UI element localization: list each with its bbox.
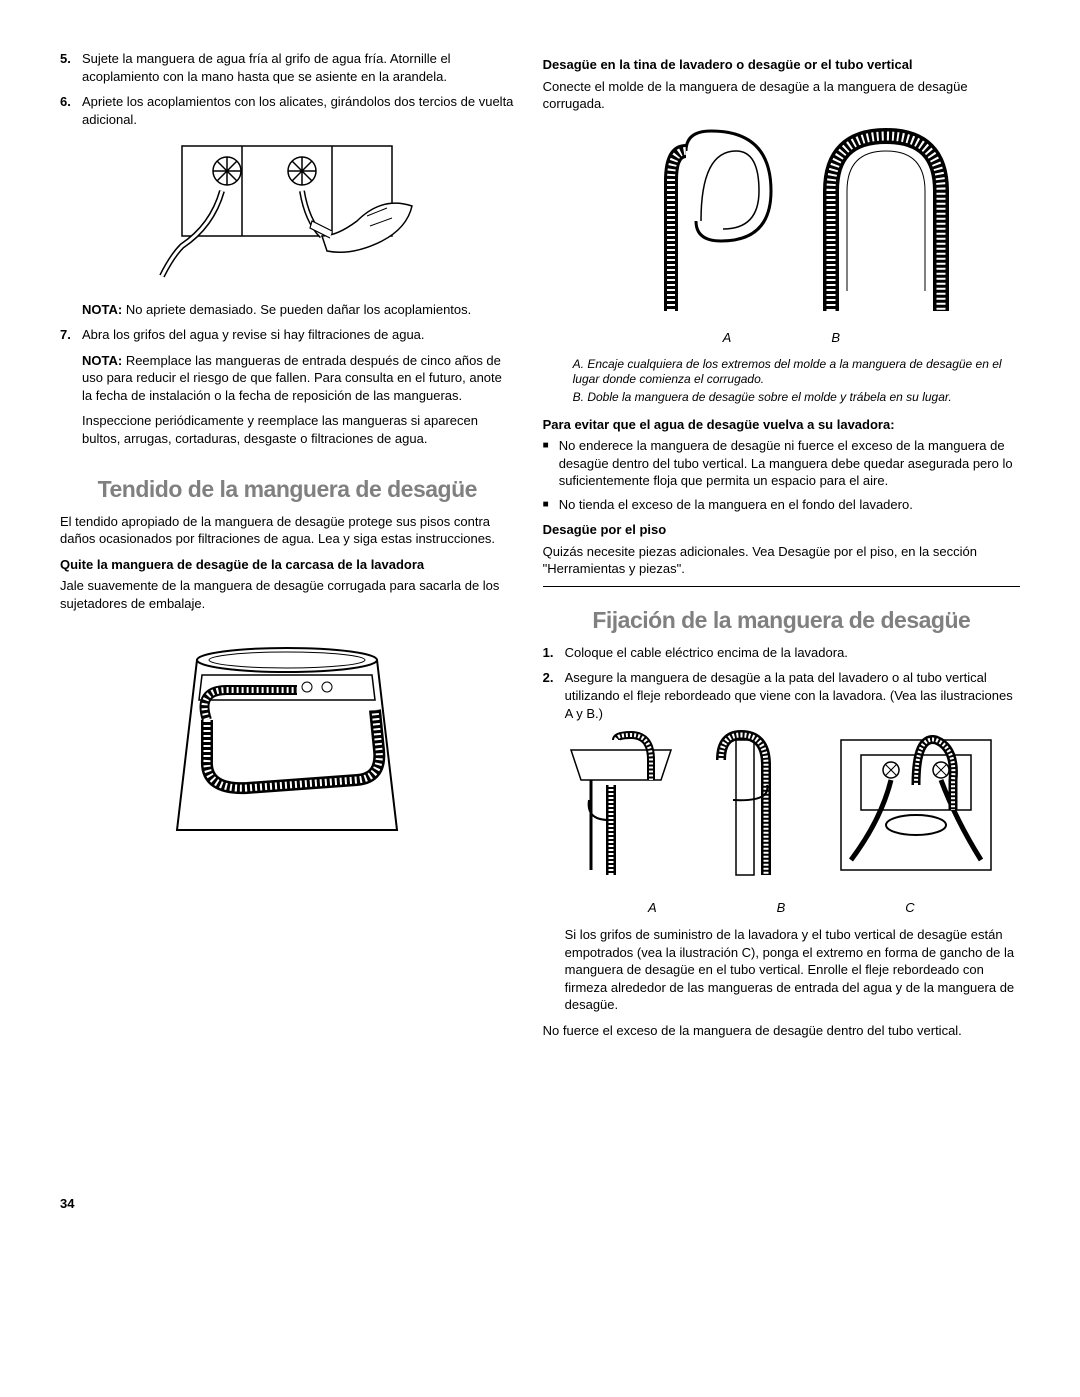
note-1: NOTA: No apriete demasiado. Se pueden da…	[82, 301, 515, 319]
figure-faucet-connect	[60, 136, 515, 291]
step-number: 5.	[60, 50, 82, 85]
note-2: NOTA: Reemplace las mangueras de entrada…	[82, 352, 515, 405]
section-heading-fijacion: Fijación de la manguera de desagüe	[543, 605, 1020, 636]
figure-labels-abc: ABC	[543, 899, 1020, 917]
figure-legend-ab: A. Encaje cualquiera de los extremos del…	[573, 357, 1020, 406]
step-text: Apriete los acoplamientos con los alicat…	[82, 93, 515, 128]
figure-hose-form-ab: AB	[543, 121, 1020, 347]
step-number: 6.	[60, 93, 82, 128]
final-text: No fuerce el exceso de la manguera de de…	[543, 1022, 1020, 1040]
section-intro: El tendido apropiado de la manguera de d…	[60, 513, 515, 548]
sub-quite-text: Jale suavemente de la manguera de desagü…	[60, 577, 515, 612]
section-heading-tendido: Tendido de la manguera de desagüe	[60, 474, 515, 505]
figure-washer-top	[60, 620, 515, 855]
step-list-top: 5. Sujete la manguera de agua fría al gr…	[60, 50, 515, 128]
sub-floor-text: Quizás necesite piezas adicionales. Vea …	[543, 543, 1020, 578]
subhead-prevent: Para evitar que el agua de desagüe vuelv…	[543, 416, 1020, 434]
bullet-item: No tienda el exceso de la manguera en el…	[543, 496, 1020, 514]
bullet-list-prevent: No enderece la manguera de desagüe ni fu…	[543, 437, 1020, 513]
subhead-tub: Desagüe en la tina de lavadero o desagüe…	[543, 56, 1020, 74]
step-list-7: 7. Abra los grifos del agua y revise si …	[60, 326, 515, 455]
step-number: 2.	[543, 669, 565, 722]
sub-tub-text: Conecte el molde de la manguera de desag…	[543, 78, 1020, 113]
step-text: Abra los grifos del agua y revise si hay…	[82, 326, 515, 344]
page-number: 34	[60, 1195, 515, 1213]
step-text: Coloque el cable eléctrico encima de la …	[565, 644, 1020, 662]
subhead-quite: Quite la manguera de desagüe de la carca…	[60, 556, 515, 574]
bullet-item: No enderece la manguera de desagüe ni fu…	[543, 437, 1020, 490]
step-number: 1.	[543, 644, 565, 662]
figure-labels-ab: AB	[543, 329, 1020, 347]
subhead-floor: Desagüe por el piso	[543, 521, 1020, 539]
step-text: Sujete la manguera de agua fría al grifo…	[82, 50, 515, 85]
step-list-fijacion: 1. Coloque el cable eléctrico encima de …	[543, 644, 1020, 722]
divider	[543, 586, 1020, 587]
step-text: Asegure la manguera de desagüe a la pata…	[565, 669, 1020, 722]
figure-secure-abc: ABC	[543, 730, 1020, 916]
recessed-text: Si los grifos de suministro de la lavado…	[565, 926, 1020, 1014]
inspect-text: Inspeccione periódicamente y reemplace l…	[82, 412, 515, 447]
step-number: 7.	[60, 326, 82, 455]
